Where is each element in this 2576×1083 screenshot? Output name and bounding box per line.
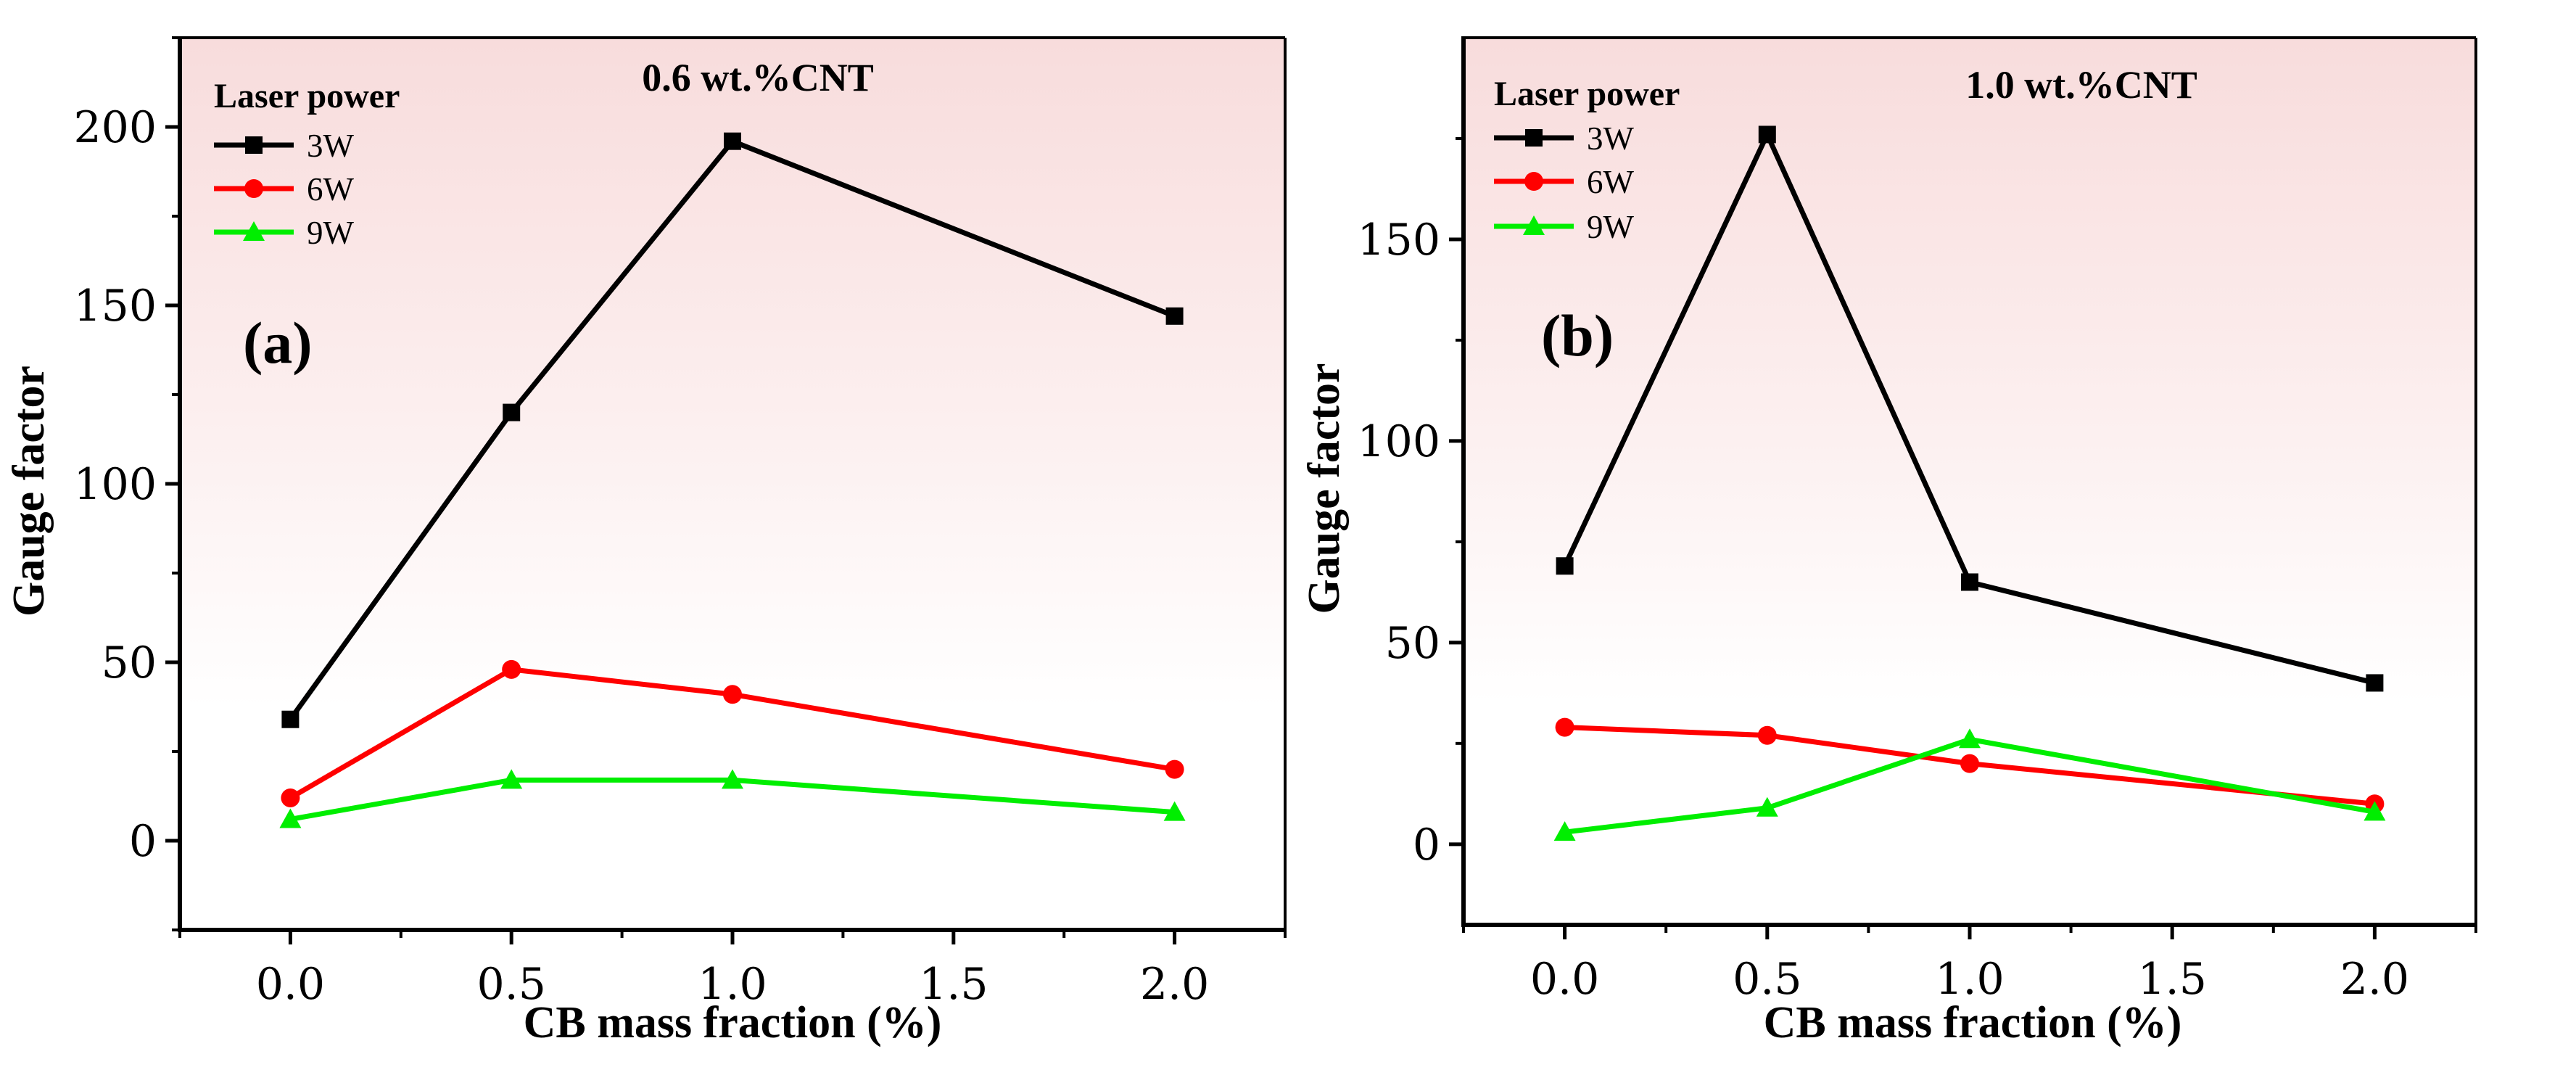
legend-marker	[1524, 172, 1543, 191]
x-tick-label: 1.0	[698, 959, 767, 1010]
series-line-6W	[1564, 725, 2375, 807]
panel-title: 0.6 wt.%CNT	[642, 56, 874, 99]
data-point-9W	[1756, 796, 1778, 817]
data-point-9W	[1553, 821, 1576, 841]
x-tick-label: 0.5	[476, 959, 545, 1010]
x-axis-title: CB mass fraction (%)	[524, 998, 942, 1047]
y-axis-title: Gauge factor	[1300, 363, 1349, 614]
y-tick-label: 0	[129, 816, 157, 867]
legend-marker	[245, 136, 263, 154]
data-point-9W	[722, 769, 743, 789]
legend-title: Laser power	[214, 77, 400, 115]
data-point-3W	[2366, 674, 2384, 692]
x-tick-label: 0.5	[1733, 954, 1801, 1005]
series-line-6W	[289, 667, 1176, 800]
data-point-6W	[1960, 754, 1979, 773]
x-tick-label: 1.5	[2137, 954, 2206, 1005]
data-point-3W	[1165, 307, 1184, 325]
legend-label: 6W	[1587, 164, 1635, 200]
y-tick-label: 150	[1357, 215, 1440, 265]
x-tick-label: 0.0	[1530, 954, 1599, 1005]
data-point-9W	[1959, 728, 1981, 749]
panel-label: (a)	[243, 310, 313, 376]
y-tick-label: 150	[73, 281, 157, 332]
legend-label: 3W	[1587, 120, 1635, 157]
legend-title: Laser power	[1494, 75, 1680, 113]
chart-panel-b: 0.0 0.5 1.0 1.5 2.0 0 50 100 150 Laser power 3W 6W 9…	[1300, 36, 2477, 1047]
legend-marker	[1525, 129, 1543, 147]
data-point-9W	[500, 769, 523, 789]
y-tick-label: 100	[1357, 416, 1440, 467]
x-tick-label: 1.5	[919, 959, 988, 1010]
x-tick-label: 0.0	[256, 959, 325, 1010]
legend-label: 3W	[307, 128, 355, 164]
legend-label: 9W	[1587, 209, 1635, 245]
chart-panel-a: 0.0 0.5 1.0 1.5 2.0 0 50 100 150 200 Laser power 3W…	[4, 36, 1287, 1047]
legend-marker	[1523, 215, 1545, 235]
data-point-6W	[1555, 717, 1574, 737]
panel-title: 1.0 wt.%CNT	[1965, 63, 2197, 107]
data-point-3W	[503, 403, 521, 421]
data-point-6W	[502, 659, 521, 679]
data-point-9W	[279, 808, 302, 828]
data-point-9W	[1163, 801, 1186, 821]
panel-label: (b)	[1541, 302, 1614, 368]
legend-label: 6W	[307, 171, 355, 207]
series-line-3W	[1562, 131, 2376, 685]
data-point-9W	[2364, 801, 2386, 821]
plot-background	[1464, 38, 2476, 925]
data-point-3W	[281, 710, 300, 728]
legend-marker	[243, 221, 265, 241]
x-axis-title: CB mass fraction (%)	[1764, 998, 2182, 1047]
data-point-3W	[1758, 125, 1776, 144]
x-tick-label: 1.0	[1935, 954, 2004, 1005]
legend-marker	[244, 179, 263, 198]
y-axis-title: Gauge factor	[4, 366, 54, 617]
series-line-9W	[1564, 736, 2376, 835]
legend-label: 9W	[307, 215, 355, 251]
y-tick-label: 100	[73, 459, 157, 510]
y-tick-label: 50	[1385, 618, 1440, 669]
y-tick-label: 50	[102, 638, 157, 688]
y-tick-label: 200	[73, 102, 157, 153]
data-point-6W	[723, 685, 742, 704]
data-point-6W	[281, 788, 300, 807]
data-point-3W	[1961, 573, 1978, 591]
x-tick-label: 2.0	[1140, 959, 1209, 1010]
x-tick-label: 2.0	[2340, 954, 2409, 1005]
data-point-3W	[724, 132, 741, 150]
data-point-6W	[1165, 759, 1184, 779]
y-tick-label: 0	[1413, 820, 1440, 870]
data-point-3W	[1556, 557, 1574, 575]
series-line-3W	[288, 139, 1176, 721]
series-line-9W	[289, 777, 1175, 822]
data-point-6W	[1757, 725, 1777, 745]
